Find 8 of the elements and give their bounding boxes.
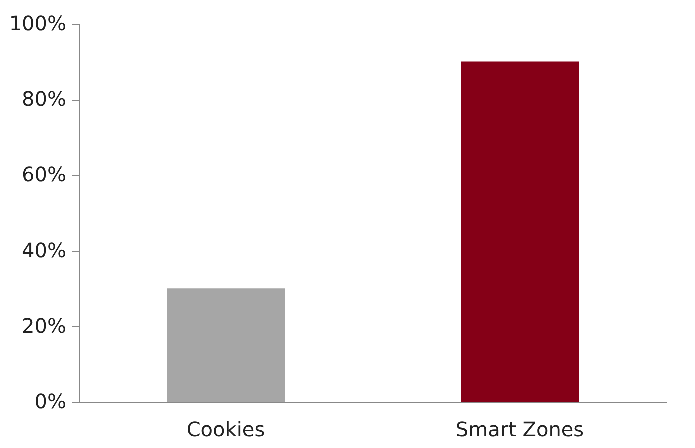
y-tick-label: 0% [34, 390, 66, 414]
y-tick-label: 100% [9, 12, 66, 36]
y-tick-label: 20% [22, 314, 66, 338]
y-tick-label: 40% [22, 238, 66, 262]
y-tick-label: 80% [22, 87, 66, 112]
y-tick-label: 60% [22, 162, 66, 187]
x-tick-label: Smart Zones [456, 418, 584, 442]
x-tick-label: Cookies [186, 418, 266, 442]
